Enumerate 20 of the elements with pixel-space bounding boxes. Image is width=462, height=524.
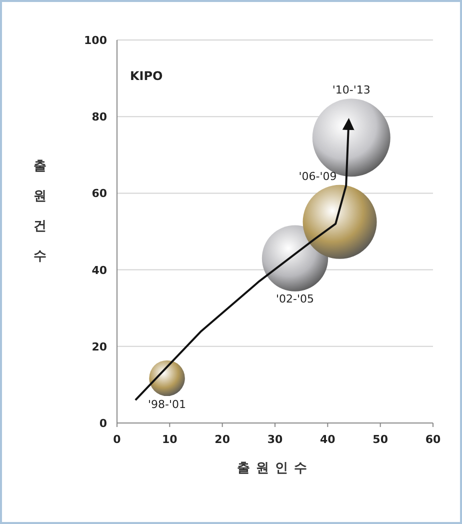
annotation: '98-'01 — [148, 398, 186, 412]
x-tick-label: 50 — [372, 433, 388, 446]
y-tick-label: 40 — [92, 264, 108, 277]
text: KIPO — [130, 69, 163, 83]
x-tick-label: 60 — [425, 433, 441, 446]
y-tick-label: 80 — [92, 110, 108, 124]
x-tick-label: 10 — [162, 433, 178, 446]
x-tick-label: 0 — [113, 433, 122, 446]
y-tick-label: 100 — [84, 34, 108, 47]
y-tick-label: 0 — [99, 417, 108, 430]
annotation: '02-'05 — [276, 292, 314, 306]
x-tick-label: 20 — [214, 433, 230, 446]
x-tick-label: 30 — [267, 433, 283, 446]
x-tick-label: 40 — [320, 433, 336, 446]
annotation: '06-'09 — [298, 170, 337, 183]
annotation: '10-'13 — [332, 84, 370, 97]
y-tick-label: 60 — [92, 187, 108, 200]
y-axis-title: 출원건수 — [34, 159, 46, 264]
x-axis-title: 출원인수 — [237, 461, 313, 476]
y-tick-label: 20 — [92, 340, 108, 354]
